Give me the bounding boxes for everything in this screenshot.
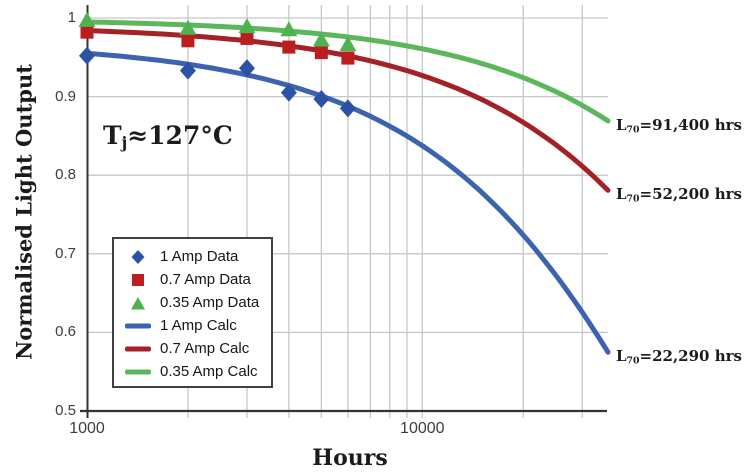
line-icon bbox=[123, 363, 153, 381]
markers-0-35-amp-data bbox=[78, 11, 357, 52]
diamond-icon bbox=[339, 99, 356, 118]
legend-label: 0.35 Amp Data bbox=[160, 294, 260, 311]
markers-0-7-amp-data bbox=[80, 25, 355, 65]
legend-label: 0.7 Amp Data bbox=[160, 271, 251, 288]
line-icon bbox=[123, 340, 153, 358]
triangle-icon bbox=[123, 294, 153, 312]
markers-1-amp-data bbox=[79, 46, 356, 118]
legend: 1 Amp Data 0.7 Amp Data 0.35 Amp Data 1 Amp… bbox=[112, 237, 273, 388]
diamond-icon bbox=[238, 59, 255, 78]
diamond-icon bbox=[79, 46, 95, 65]
square-icon bbox=[123, 271, 153, 289]
legend-label: 0.35 Amp Calc bbox=[160, 363, 258, 380]
triangle-icon bbox=[78, 11, 96, 27]
square-icon bbox=[80, 25, 94, 39]
square-icon bbox=[282, 40, 296, 54]
curve-0-35-amp-calc bbox=[84, 19, 611, 124]
diamond-icon bbox=[179, 61, 196, 80]
triangle-icon bbox=[339, 36, 357, 52]
triangle-icon bbox=[280, 21, 298, 37]
legend-item-1-amp-data: 1 Amp Data bbox=[114, 245, 271, 268]
legend-label: 1 Amp Data bbox=[160, 248, 239, 265]
triangle-icon bbox=[312, 31, 330, 47]
triangle-icon bbox=[179, 19, 197, 35]
legend-label: 1 Amp Calc bbox=[160, 317, 237, 334]
square-icon bbox=[341, 51, 355, 65]
square-icon bbox=[314, 46, 328, 60]
triangle-icon bbox=[238, 18, 256, 34]
legend-item-0-35-amp-calc: 0.35 Amp Calc bbox=[114, 360, 271, 383]
grid-lines bbox=[87, 5, 608, 418]
legend-item-1-amp-calc: 1 Amp Calc bbox=[114, 314, 271, 337]
square-icon bbox=[240, 31, 254, 45]
legend-label: 0.7 Amp Calc bbox=[160, 340, 250, 357]
square-icon bbox=[181, 34, 195, 48]
line-icon bbox=[123, 317, 153, 335]
diamond-icon bbox=[123, 248, 153, 266]
legend-item-0-35-amp-data: 0.35 Amp Data bbox=[114, 291, 271, 314]
diamond-icon bbox=[313, 89, 330, 108]
diamond-icon bbox=[280, 83, 297, 102]
legend-item-0-7-amp-data: 0.7 Amp Data bbox=[114, 268, 271, 291]
legend-item-0-7-amp-calc: 0.7 Amp Calc bbox=[114, 337, 271, 360]
